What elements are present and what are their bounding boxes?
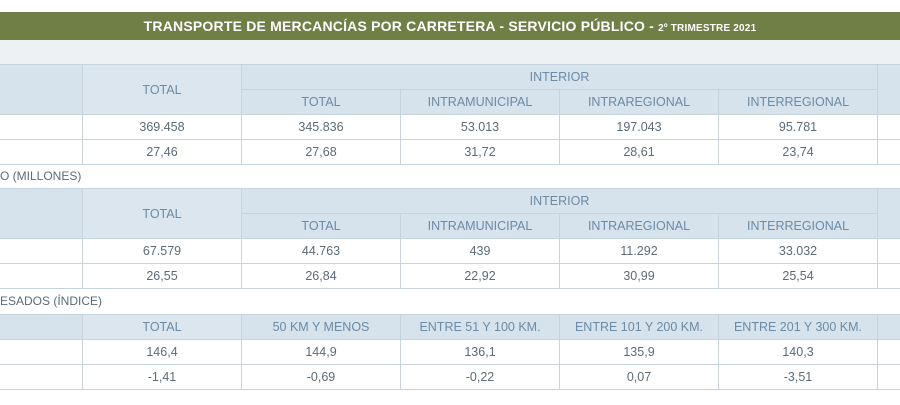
cell: 136,1	[400, 339, 560, 365]
cell: 146,4	[82, 339, 242, 365]
subheader-intraregional: INTRAREGIONAL	[559, 213, 719, 239]
header-51-100km: ENTRE 51 Y 100 KM.	[400, 314, 560, 340]
header-interior: INTERIOR	[240, 64, 879, 90]
row-label-cell	[0, 238, 83, 264]
subheader-interregional: INTERREGIONAL	[717, 89, 879, 115]
cell: 22,92	[400, 263, 560, 289]
row-label-cell	[0, 364, 83, 390]
cell: 95.781	[717, 114, 879, 140]
edge-cell	[877, 263, 900, 289]
table-row: 26,55 26,84 22,92 30,99 25,54	[0, 263, 900, 289]
row-label-cell	[0, 339, 83, 365]
cell: 31,72	[400, 139, 560, 165]
table-row: -1,41 -0,69 -0,22 0,07 -3,51	[0, 364, 900, 390]
subheader-total: TOTAL	[241, 89, 401, 115]
header-label-cell	[0, 314, 83, 340]
subheader-interregional: INTERREGIONAL	[717, 213, 879, 239]
cell: -0,22	[400, 364, 560, 390]
subheader-intramunicipal: INTRAMUNICIPAL	[400, 213, 560, 239]
title-main: TRANSPORTE DE MERCANCÍAS POR CARRETERA -…	[143, 18, 659, 34]
header-50km: 50 KM Y MENOS	[241, 314, 401, 340]
table-row: 146,4 144,9 136,1 135,9 140,3	[0, 339, 900, 365]
header-101-200km: ENTRE 101 Y 200 KM.	[559, 314, 719, 340]
cell: 0,07	[559, 364, 719, 390]
cell: 197.043	[559, 114, 719, 140]
table-row: 369.458 345.836 53.013 197.043 95.781	[0, 114, 900, 140]
cell: 26,84	[241, 263, 401, 289]
top-spacer-band	[0, 40, 900, 64]
table-section-3: TOTAL 50 KM Y MENOS ENTRE 51 Y 100 KM. E…	[0, 314, 900, 390]
edge-cell	[877, 238, 900, 264]
header-201-300km: ENTRE 201 Y 300 KM.	[718, 314, 878, 340]
cell: 144,9	[241, 339, 401, 365]
header-total: TOTAL	[82, 314, 242, 340]
row-label-cell	[0, 114, 83, 140]
cell: 135,9	[559, 339, 719, 365]
header-edge	[877, 314, 900, 340]
edge-cell	[877, 139, 900, 165]
table-row: 67.579 44.763 439 11.292 33.032	[0, 238, 900, 264]
row-label-cell	[0, 139, 83, 165]
cell: 44.763	[241, 238, 401, 264]
title-period: 2º TRIMESTRE 2021	[658, 23, 757, 34]
header-edge	[877, 64, 900, 115]
table-section-2: TOTAL INTERIOR TOTAL INTRAMUNICIPAL INTR…	[0, 188, 900, 289]
cell: 23,74	[717, 139, 879, 165]
header-total: TOTAL	[82, 64, 242, 115]
cell: 33.032	[717, 238, 879, 264]
header-total: TOTAL	[82, 188, 242, 239]
cell: 25,54	[717, 263, 879, 289]
header-label-cell	[0, 188, 83, 239]
header-interior: INTERIOR	[240, 188, 879, 214]
header-edge	[877, 188, 900, 239]
cell: 28,61	[559, 139, 719, 165]
table-section-1: TOTAL INTERIOR TOTAL INTRAMUNICIPAL INTR…	[0, 64, 900, 165]
cell: 345.836	[241, 114, 401, 140]
cell: 369.458	[82, 114, 242, 140]
subheader-intraregional: INTRAREGIONAL	[559, 89, 719, 115]
subheader-intramunicipal: INTRAMUNICIPAL	[400, 89, 560, 115]
edge-cell	[877, 364, 900, 390]
cell: 11.292	[559, 238, 719, 264]
edge-cell	[877, 339, 900, 365]
section-3-label: ESADOS (ÍNDICE)	[0, 294, 103, 308]
cell: 26,55	[82, 263, 242, 289]
cell: 439	[400, 238, 560, 264]
report-title: TRANSPORTE DE MERCANCÍAS POR CARRETERA -…	[0, 12, 900, 40]
cell: -3,51	[718, 364, 878, 390]
cell: 67.579	[82, 238, 242, 264]
cell: 27,46	[82, 139, 242, 165]
row-label-cell	[0, 263, 83, 289]
cell: 53.013	[400, 114, 560, 140]
edge-cell	[877, 114, 900, 140]
cell: 30,99	[559, 263, 719, 289]
cell: 27,68	[241, 139, 401, 165]
header-label-cell	[0, 64, 83, 115]
cell: 140,3	[718, 339, 878, 365]
cell: -1,41	[82, 364, 242, 390]
section-2-label: O (MILLONES)	[0, 169, 82, 183]
subheader-total: TOTAL	[241, 213, 401, 239]
table-row: 27,46 27,68 31,72 28,61 23,74	[0, 139, 900, 165]
cell: -0,69	[241, 364, 401, 390]
